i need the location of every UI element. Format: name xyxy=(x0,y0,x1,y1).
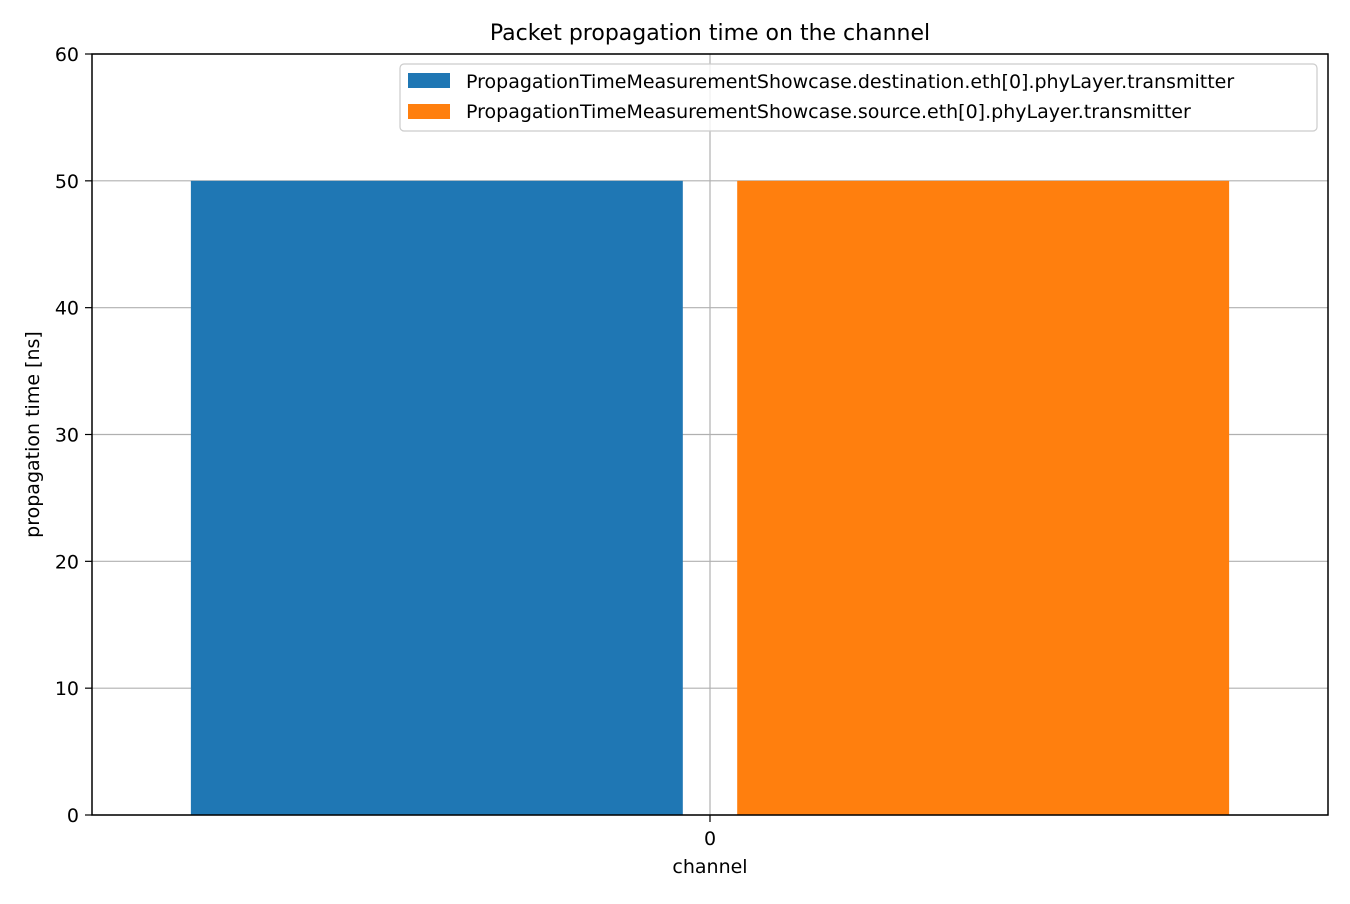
y-axis: 0 10 20 30 40 50 60 xyxy=(55,44,92,827)
legend-label-source: PropagationTimeMeasurementShowcase.sourc… xyxy=(466,101,1191,123)
x-axis: 0 xyxy=(704,815,716,850)
y-tick-label: 60 xyxy=(55,44,79,66)
y-tick-label: 0 xyxy=(67,805,79,827)
y-tick-label: 20 xyxy=(55,551,79,573)
y-tick-label: 30 xyxy=(55,425,79,447)
bar-series-1-cat-0 xyxy=(737,180,1230,816)
legend-label-destination: PropagationTimeMeasurementShowcase.desti… xyxy=(466,71,1234,93)
bars-layer xyxy=(190,180,1230,816)
legend: PropagationTimeMeasurementShowcase.desti… xyxy=(399,63,1318,132)
x-tick-label: 0 xyxy=(704,828,716,850)
chart-title: Packet propagation time on the channel xyxy=(490,21,930,46)
y-tick-label: 40 xyxy=(55,298,79,320)
legend-box xyxy=(399,63,1318,132)
legend-swatch-source xyxy=(408,104,450,119)
y-axis-label: propagation time [ns] xyxy=(22,331,44,538)
legend-swatch-destination xyxy=(408,73,450,88)
y-tick-label: 10 xyxy=(55,678,79,700)
x-axis-label: channel xyxy=(672,856,747,878)
y-tick-label: 50 xyxy=(55,171,79,193)
bar-series-0-cat-0 xyxy=(190,180,683,816)
